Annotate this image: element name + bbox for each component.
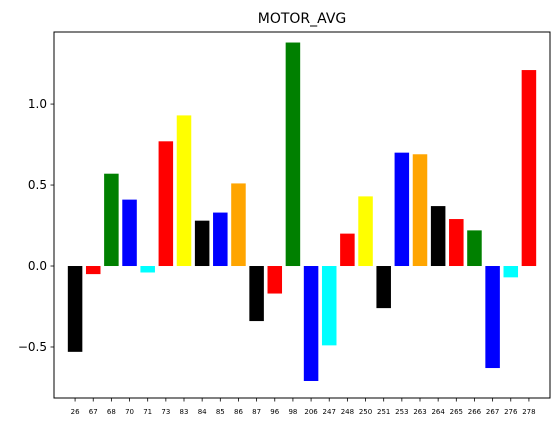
y-tick-label: 1.0 [28,97,47,111]
x-tick-label: 71 [143,408,152,416]
y-tick-label: 0.0 [28,259,47,273]
bar-206 [303,266,319,381]
bar-247 [321,266,337,346]
bar-264 [430,206,446,267]
x-tick-label: 86 [234,408,243,416]
x-tick-label: 251 [377,408,390,416]
x-tick-label: 263 [413,408,426,416]
bar-98 [285,42,301,267]
bar-26 [67,266,83,352]
bar-86 [231,183,246,267]
bar-68 [104,173,119,267]
x-tick-label: 267 [486,408,499,416]
bar-96 [267,266,283,294]
bar-84 [194,220,210,267]
bar-85 [213,212,228,267]
bar-71 [140,266,155,273]
x-tick-label: 68 [107,408,116,416]
y-tick-label: 0.5 [28,178,47,192]
bar-278 [521,70,537,267]
bar-265 [449,219,464,267]
bar-276 [503,266,519,278]
x-tick-label: 96 [270,408,279,416]
x-tick-label: 248 [341,408,354,416]
x-tick-label: 73 [161,408,170,416]
bar-87 [249,266,264,322]
bar-263 [412,154,428,267]
x-tick-label: 84 [198,408,207,416]
plot-frame [53,31,551,399]
bar-251 [376,266,391,309]
x-tick-label: 250 [359,408,372,416]
x-tick-label: 265 [450,408,463,416]
axes-layer: 26 67 68 70 71 73 83 84 85 86 87 96 98 206 247 248 250 25… [18,97,536,416]
bar-253 [394,152,410,267]
x-tick-label: 67 [89,408,98,416]
x-tick-label: 70 [125,408,134,416]
x-tick-label: 87 [252,408,261,416]
bar-73 [158,141,174,267]
x-tick-label: 264 [431,408,445,416]
y-tick-label: −0.5 [18,340,47,354]
x-tick-label: 266 [468,408,482,416]
bar-266 [467,230,482,267]
bar-250 [358,196,373,267]
chart-title: MOTOR_AVG [258,11,347,27]
x-tick-label: 83 [180,408,189,416]
bar-67 [85,266,101,275]
bars-layer [67,42,537,381]
bar-267 [485,266,500,369]
x-tick-label: 85 [216,408,225,416]
bar-70 [122,199,137,267]
x-tick-label: 253 [395,408,408,416]
bar-83 [176,115,192,267]
x-tick-label: 206 [304,408,318,416]
x-tick-label: 26 [71,408,80,416]
x-tick-label: 247 [323,408,336,416]
x-tick-label: 276 [504,408,518,416]
bar-248 [340,233,355,267]
x-tick-label: 98 [288,408,297,416]
x-tick-label: 278 [522,408,535,416]
